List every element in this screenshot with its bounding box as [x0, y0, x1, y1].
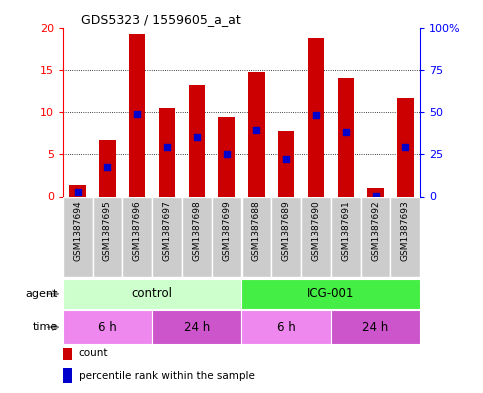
Bar [182, 196, 212, 277]
Bar [129, 34, 145, 197]
Text: GSM1387697: GSM1387697 [163, 200, 171, 261]
Text: GSM1387692: GSM1387692 [371, 200, 380, 261]
Bar [248, 72, 265, 196]
Point [223, 151, 230, 157]
Bar [99, 140, 115, 196]
Text: 6 h: 6 h [98, 321, 117, 334]
Text: GSM1387696: GSM1387696 [133, 200, 142, 261]
Bar [152, 196, 182, 277]
Bar [63, 196, 93, 277]
Bar [390, 196, 420, 277]
Text: GSM1387693: GSM1387693 [401, 200, 410, 261]
Point [104, 164, 112, 170]
Text: time: time [33, 322, 58, 332]
Bar [278, 131, 294, 196]
Text: ICG-001: ICG-001 [307, 287, 355, 300]
Bar [63, 346, 71, 360]
Text: 24 h: 24 h [184, 321, 210, 334]
Text: GDS5323 / 1559605_a_at: GDS5323 / 1559605_a_at [81, 13, 241, 26]
Bar [338, 78, 354, 196]
Text: agent: agent [26, 289, 58, 299]
Point [282, 156, 290, 162]
Bar [152, 310, 242, 344]
Bar [271, 196, 301, 277]
Bar [242, 310, 331, 344]
Text: GSM1387698: GSM1387698 [192, 200, 201, 261]
Text: GSM1387694: GSM1387694 [73, 200, 82, 261]
Bar [189, 85, 205, 196]
Text: count: count [79, 348, 108, 358]
Text: GSM1387690: GSM1387690 [312, 200, 320, 261]
Text: 6 h: 6 h [277, 321, 296, 334]
Text: GSM1387695: GSM1387695 [103, 200, 112, 261]
Text: 24 h: 24 h [362, 321, 389, 334]
Text: control: control [132, 287, 172, 300]
Text: GSM1387689: GSM1387689 [282, 200, 291, 261]
Bar [63, 279, 242, 309]
Point [401, 144, 409, 151]
Bar [122, 196, 152, 277]
Point [133, 110, 141, 117]
Point [312, 111, 320, 118]
Point [372, 193, 380, 199]
Point [253, 127, 260, 133]
Bar [368, 188, 384, 196]
Text: GSM1387691: GSM1387691 [341, 200, 350, 261]
Bar [159, 108, 175, 196]
Bar [242, 196, 271, 277]
Bar [308, 38, 324, 197]
Bar [242, 279, 420, 309]
Bar [331, 196, 361, 277]
Point [342, 129, 350, 136]
Bar [331, 310, 420, 344]
Bar [93, 196, 122, 277]
Bar [361, 196, 390, 277]
Text: percentile rank within the sample: percentile rank within the sample [79, 371, 255, 381]
Bar [397, 97, 413, 196]
Point [74, 189, 82, 195]
Point [193, 134, 201, 140]
Bar [212, 196, 242, 277]
Text: GSM1387699: GSM1387699 [222, 200, 231, 261]
Bar [63, 310, 152, 344]
Bar [218, 117, 235, 196]
Text: GSM1387688: GSM1387688 [252, 200, 261, 261]
Bar [70, 185, 86, 196]
Bar [301, 196, 331, 277]
Point [163, 144, 171, 151]
Bar [63, 369, 71, 383]
